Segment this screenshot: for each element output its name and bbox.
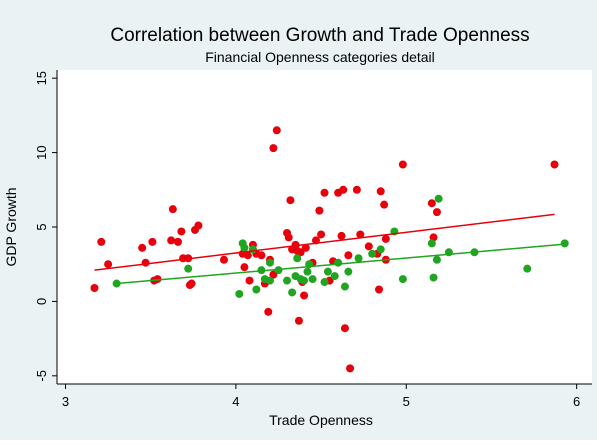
scatter-point xyxy=(303,267,312,276)
scatter-point xyxy=(257,251,266,260)
scatter-point xyxy=(293,254,302,263)
x-tick-label: 6 xyxy=(573,394,580,409)
fit-line xyxy=(116,243,565,285)
y-tick-label: -5 xyxy=(34,370,49,382)
scatter-point xyxy=(252,285,261,294)
x-tick-label: 3 xyxy=(62,394,69,409)
scatter-point xyxy=(243,251,252,260)
scatter-point xyxy=(184,264,193,273)
scatter-point xyxy=(294,316,303,325)
y-tick-label: 15 xyxy=(34,71,49,85)
scatter-point xyxy=(344,267,353,276)
scatter-point xyxy=(90,284,99,293)
scatter-point xyxy=(352,185,361,194)
scatter-point xyxy=(168,205,177,214)
x-tick-label: 5 xyxy=(403,394,410,409)
scatter-point xyxy=(141,258,150,267)
scatter-point xyxy=(104,260,113,269)
y-tick-label: 0 xyxy=(34,298,49,305)
scatter-point xyxy=(265,276,274,285)
scatter-point xyxy=(286,196,295,205)
y-tick-label: 5 xyxy=(34,223,49,230)
scatter-point xyxy=(380,200,389,209)
scatter-point xyxy=(320,188,329,197)
scatter-point xyxy=(323,267,332,276)
scatter-point xyxy=(245,276,254,285)
scatter-point xyxy=(288,288,297,297)
scatter-point xyxy=(240,243,249,252)
scatter-point xyxy=(265,258,274,267)
scatter-point xyxy=(340,282,349,291)
chart-title: Correlation between Growth and Trade Ope… xyxy=(110,25,529,46)
scatter-point xyxy=(235,289,244,298)
scatter-point xyxy=(177,227,186,236)
scatter-point xyxy=(194,221,203,230)
scatter-point xyxy=(398,275,407,284)
scatter-point xyxy=(240,263,249,272)
scatter-point xyxy=(187,279,196,288)
scatter-point xyxy=(330,272,339,281)
scatter-point xyxy=(427,239,436,248)
scatter-point xyxy=(340,324,349,333)
scatter-point xyxy=(300,276,309,285)
fit-line xyxy=(94,213,555,271)
scatter-point xyxy=(432,255,441,264)
scatter-point xyxy=(337,231,346,240)
scatter-point xyxy=(354,254,363,263)
scatter-point xyxy=(376,245,385,254)
y-axis-label: GDP Growth xyxy=(3,187,19,266)
scatter-point xyxy=(398,160,407,169)
scatter-point xyxy=(97,237,106,246)
scatter-point xyxy=(272,126,281,135)
scatter-point xyxy=(346,364,355,373)
scatter-point xyxy=(334,258,343,267)
x-axis-label: Trade Openness xyxy=(269,412,373,428)
plot-area xyxy=(57,70,592,384)
scatter-point xyxy=(356,230,365,239)
scatter-point xyxy=(434,194,443,203)
scatter-point xyxy=(560,239,569,248)
scatter-point xyxy=(301,243,310,252)
scatter-point xyxy=(219,255,228,264)
scatter-point xyxy=(523,264,532,273)
scatter-point xyxy=(269,144,278,153)
x-tick-label: 4 xyxy=(232,394,239,409)
scatter-point xyxy=(283,276,292,285)
scatter-point xyxy=(173,237,182,246)
scatter-point xyxy=(153,275,162,284)
scatter-point xyxy=(381,234,390,243)
scatter-point xyxy=(339,185,348,194)
scatter-point xyxy=(427,199,436,208)
scatter-point xyxy=(364,242,373,251)
chart-subtitle: Financial Openness categories detail xyxy=(205,49,435,65)
scatter-point xyxy=(344,251,353,260)
scatter-point xyxy=(300,291,309,300)
scatter-point xyxy=(432,208,441,217)
scatter-point xyxy=(264,307,273,316)
scatter-point xyxy=(274,266,283,275)
scatter-point xyxy=(375,285,384,294)
scatter-point xyxy=(429,273,438,282)
scatter-point xyxy=(320,278,329,287)
scatter-point xyxy=(148,237,157,246)
scatter-point xyxy=(248,245,257,254)
scatter-point xyxy=(167,236,176,245)
scatter-point xyxy=(284,233,293,242)
scatter-point xyxy=(315,206,324,215)
scatter-point xyxy=(368,249,377,258)
scatter-point xyxy=(376,187,385,196)
scatter-point xyxy=(138,243,147,252)
scatter-point xyxy=(317,230,326,239)
scatter-point xyxy=(308,275,317,284)
scatter-point xyxy=(550,160,559,169)
y-tick-label: 10 xyxy=(34,145,49,159)
